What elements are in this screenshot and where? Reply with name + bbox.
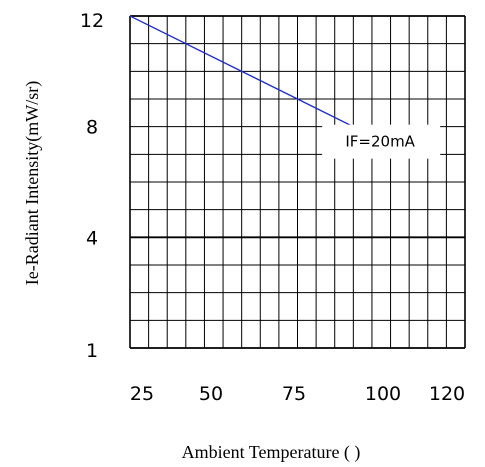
annotation-label: IF=20mA [345,133,415,151]
x-tick-label: 50 [199,383,223,405]
x-tick-label: 25 [130,383,154,405]
chart-annotations: IF=20mA [322,124,441,159]
y-tick-label: 4 [86,227,98,249]
x-axis-ticks: 25 50 75 100 120 [130,383,465,405]
y-tick-label: 8 [86,117,98,139]
y-tick-label: 12 [80,10,104,32]
y-axis-ticks: 12 8 4 1 [80,10,104,362]
x-tick-label: 75 [282,383,306,405]
y-axis-title: Ie-Radiant Intensity(mW/sr) [22,81,43,285]
x-tick-label: 100 [365,383,401,405]
x-axis-title: Ambient Temperature ( ) [182,442,361,463]
annotation-box [322,124,441,159]
x-tick-label: 120 [429,383,465,405]
y-tick-label: 1 [86,340,98,362]
chart-grid [129,15,466,349]
